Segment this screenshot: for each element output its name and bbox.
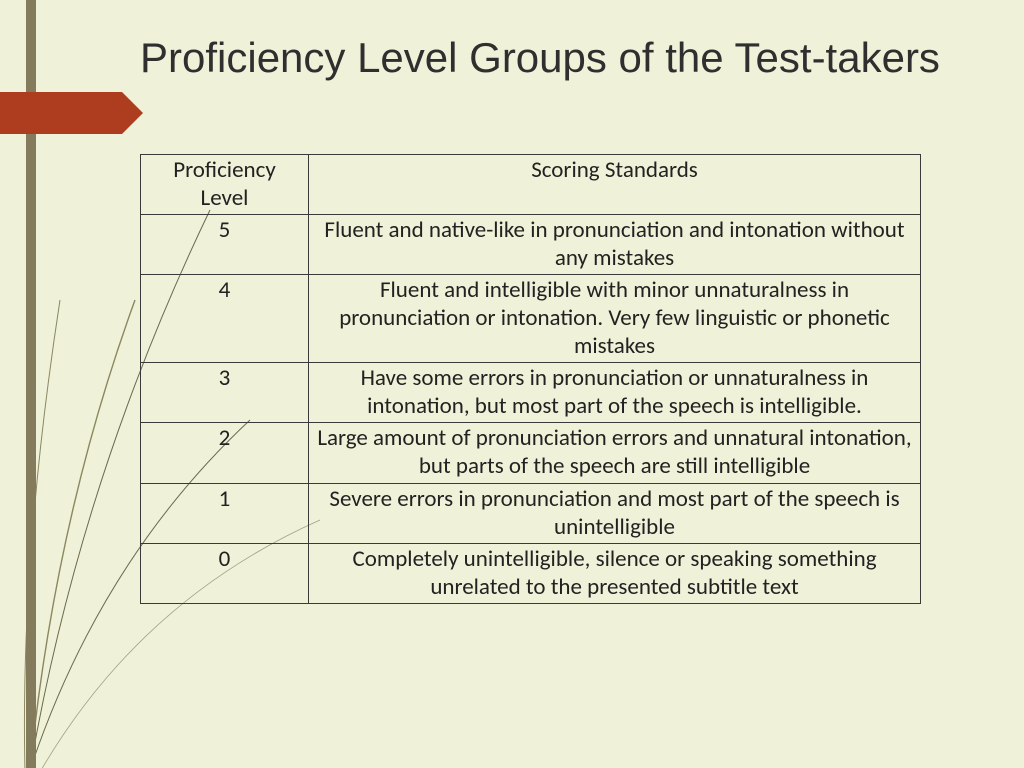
cell-level: 2 bbox=[141, 423, 309, 483]
cell-level: 0 bbox=[141, 543, 309, 603]
cell-standard: Completely unintelligible, silence or sp… bbox=[309, 543, 921, 603]
accent-flag-icon bbox=[0, 92, 122, 134]
slide-title: Proficiency Level Groups of the Test-tak… bbox=[140, 34, 960, 82]
cell-level: 4 bbox=[141, 275, 309, 363]
col-header-standard: Scoring Standards bbox=[309, 155, 921, 215]
cell-standard: Severe errors in pronunciation and most … bbox=[309, 483, 921, 543]
cell-standard: Have some errors in pronunciation or unn… bbox=[309, 363, 921, 423]
cell-standard: Fluent and native-like in pronunciation … bbox=[309, 215, 921, 275]
table-row: 2 Large amount of pronunciation errors a… bbox=[141, 423, 921, 483]
col-header-level: Proficiency Level bbox=[141, 155, 309, 215]
table-row: 1 Severe errors in pronunciation and mos… bbox=[141, 483, 921, 543]
cell-level: 5 bbox=[141, 215, 309, 275]
table-row: 4 Fluent and intelligible with minor unn… bbox=[141, 275, 921, 363]
cell-level: 3 bbox=[141, 363, 309, 423]
slide: Proficiency Level Groups of the Test-tak… bbox=[0, 0, 1024, 768]
cell-standard: Fluent and intelligible with minor unnat… bbox=[309, 275, 921, 363]
table-row: 3 Have some errors in pronunciation or u… bbox=[141, 363, 921, 423]
table-row: 5 Fluent and native-like in pronunciatio… bbox=[141, 215, 921, 275]
table-row: 0 Completely unintelligible, silence or … bbox=[141, 543, 921, 603]
table-header-row: Proficiency Level Scoring Standards bbox=[141, 155, 921, 215]
proficiency-table: Proficiency Level Scoring Standards 5 Fl… bbox=[140, 154, 920, 604]
cell-level: 1 bbox=[141, 483, 309, 543]
cell-standard: Large amount of pronunciation errors and… bbox=[309, 423, 921, 483]
